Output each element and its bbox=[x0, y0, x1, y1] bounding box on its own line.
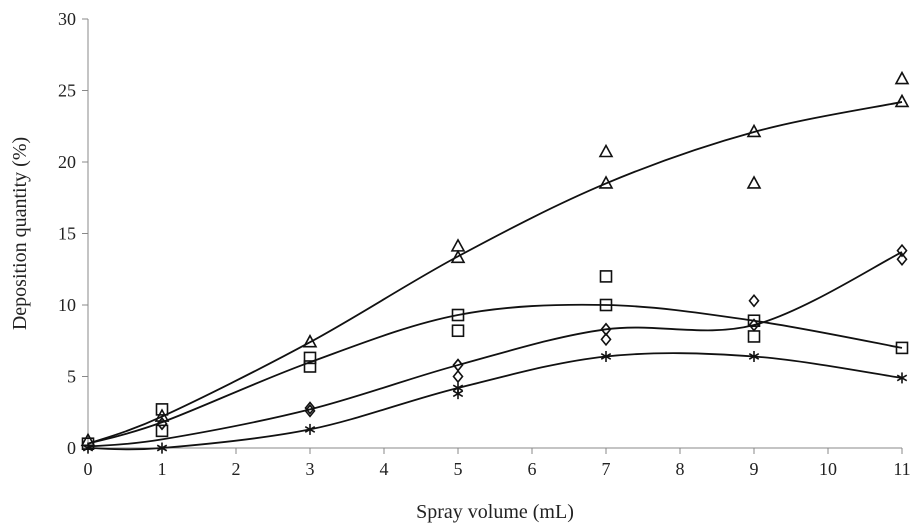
diamond-marker bbox=[304, 404, 316, 418]
axes: 0 5 10 15 20 25 30 0 1 2 3 4 5 6 7 8 9 10 11 bbox=[58, 9, 911, 479]
triangle-marker bbox=[746, 123, 762, 138]
diamond-marker bbox=[600, 332, 612, 347]
diamond-marker bbox=[748, 293, 760, 308]
x-tick-label: 8 bbox=[676, 459, 685, 479]
x-tick-label: 2 bbox=[232, 459, 241, 479]
square-marker bbox=[155, 424, 169, 438]
y-tick-label: 5 bbox=[67, 367, 76, 387]
y-tick-label: 0 bbox=[67, 438, 76, 458]
star-marker bbox=[748, 350, 760, 362]
square-marker bbox=[747, 314, 761, 328]
diamond-marker bbox=[896, 243, 908, 258]
x-tick-label: 11 bbox=[893, 459, 910, 479]
triangle-marker bbox=[894, 93, 910, 108]
diamond-marker bbox=[748, 318, 760, 332]
star-marker bbox=[896, 372, 908, 384]
diamond-marker bbox=[896, 252, 908, 267]
y-tick-label: 15 bbox=[58, 224, 76, 244]
triangle-trend-line bbox=[87, 101, 903, 445]
diamond-trend-line bbox=[87, 251, 903, 448]
triangle-marker bbox=[598, 175, 614, 189]
square-marker bbox=[895, 341, 909, 355]
x-tick-label: 10 bbox=[819, 459, 837, 479]
square-marker bbox=[747, 330, 761, 343]
square-marker bbox=[303, 360, 317, 373]
square-marker bbox=[451, 324, 465, 338]
star-trend-line bbox=[87, 352, 903, 451]
x-axis-title: Spray volume (mL) bbox=[416, 501, 574, 523]
square-marker bbox=[303, 351, 317, 365]
star-marker bbox=[156, 442, 168, 454]
star-marker bbox=[452, 388, 464, 400]
triangle-marker bbox=[450, 249, 466, 264]
diamond-marker bbox=[452, 358, 464, 372]
diamond-marker bbox=[600, 322, 612, 337]
triangle-marker bbox=[894, 70, 910, 85]
diamond-marker bbox=[452, 369, 464, 384]
triangle-marker bbox=[302, 334, 318, 348]
square-marker bbox=[599, 270, 613, 283]
square-marker bbox=[155, 403, 169, 416]
triangle-marker bbox=[450, 238, 466, 252]
x-tick-label: 0 bbox=[84, 459, 93, 479]
x-tick-label: 3 bbox=[306, 459, 315, 479]
y-tick-label: 10 bbox=[58, 295, 76, 315]
square-trend-line bbox=[87, 303, 903, 445]
x-tick-label: 9 bbox=[750, 459, 759, 479]
star-marker bbox=[304, 423, 316, 435]
x-tick-label: 1 bbox=[158, 459, 167, 479]
x-tick-label: 6 bbox=[528, 459, 537, 479]
diamond-marker bbox=[304, 401, 316, 415]
star-marker bbox=[82, 442, 94, 454]
square-marker bbox=[599, 298, 613, 312]
x-tick-label: 5 bbox=[454, 459, 463, 479]
x-tick-label: 7 bbox=[602, 459, 611, 479]
trend-curves bbox=[87, 101, 903, 451]
x-tick-label: 4 bbox=[380, 459, 389, 479]
square-marker bbox=[451, 308, 465, 322]
data-markers bbox=[80, 70, 910, 454]
triangle-marker bbox=[746, 175, 762, 189]
y-tick-label: 25 bbox=[58, 81, 76, 101]
triangle-marker bbox=[598, 143, 614, 158]
y-tick-label: 20 bbox=[58, 152, 76, 172]
y-axis-title: Deposition quantity (%) bbox=[9, 137, 31, 330]
y-tick-label: 30 bbox=[58, 9, 76, 29]
diamond-marker bbox=[156, 416, 168, 431]
star-marker bbox=[600, 350, 612, 362]
